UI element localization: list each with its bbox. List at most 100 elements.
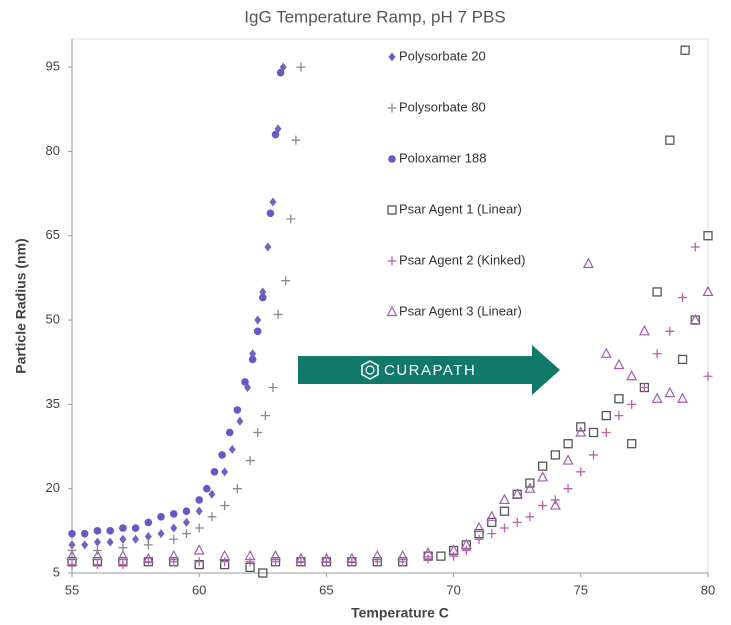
point: [194, 557, 204, 567]
point: [253, 327, 262, 336]
x-tick-label: 80: [701, 582, 715, 597]
legend-marker: [388, 52, 396, 62]
legend-marker: [386, 305, 398, 317]
point: [221, 467, 229, 477]
point: [563, 439, 573, 449]
point: [320, 552, 332, 564]
x-tick-label: 55: [65, 582, 79, 597]
point: [92, 560, 102, 570]
point: [203, 484, 211, 493]
point: [638, 325, 650, 336]
point: [118, 560, 128, 570]
point: [170, 523, 178, 533]
point: [474, 534, 484, 544]
point: [678, 293, 688, 303]
point: [601, 410, 611, 421]
legend-label: Psar Agent 3 (Linear): [399, 303, 522, 318]
point: [67, 560, 77, 570]
plot-frame: [71, 38, 709, 574]
point: [538, 501, 548, 511]
point: [537, 461, 548, 471]
point: [168, 549, 180, 561]
point: [131, 524, 140, 532]
point: [601, 427, 611, 437]
point: [233, 406, 242, 414]
point: [397, 549, 409, 561]
point: [194, 523, 204, 533]
legend-marker: [388, 155, 396, 163]
point: [91, 549, 103, 561]
point: [132, 534, 140, 544]
legend-label: Polysorbate 80: [399, 99, 486, 114]
point: [511, 488, 523, 499]
point: [219, 549, 231, 561]
point: [260, 411, 270, 421]
point: [689, 313, 701, 325]
point: [487, 517, 497, 528]
y-tick-label: 5: [53, 564, 60, 579]
point: [264, 242, 272, 252]
point: [208, 489, 216, 499]
point: [169, 510, 178, 518]
chart-title: IgG Temperature Ramp, pH 7 PBS: [244, 7, 505, 26]
point: [423, 554, 433, 564]
point: [346, 552, 358, 564]
annotation-arrow: CURAPATH: [298, 345, 560, 395]
point: [258, 568, 268, 578]
point: [117, 549, 129, 561]
point: [232, 484, 242, 494]
point: [498, 493, 510, 505]
annotation-text: CURAPATH: [384, 362, 476, 379]
point: [600, 347, 612, 358]
legend-marker: [387, 103, 397, 113]
point: [321, 557, 331, 567]
point: [195, 496, 203, 504]
legend-marker: [387, 205, 397, 215]
x-tick-label: 70: [446, 582, 460, 597]
point: [486, 510, 498, 521]
point: [66, 549, 78, 561]
point: [142, 552, 154, 564]
point: [266, 209, 275, 218]
point: [677, 392, 689, 403]
point: [269, 197, 277, 207]
point: [271, 557, 281, 567]
point: [664, 386, 676, 398]
point: [228, 444, 236, 454]
point: [93, 527, 102, 535]
point: [690, 242, 700, 252]
point: [225, 428, 234, 437]
point: [259, 293, 267, 302]
point: [245, 557, 255, 567]
point: [703, 371, 713, 381]
y-tick-label: 35: [46, 396, 60, 411]
x-tick-label: 65: [319, 582, 333, 597]
point: [473, 521, 485, 533]
point: [254, 315, 262, 325]
point: [93, 537, 101, 547]
point: [68, 540, 76, 550]
point: [627, 399, 637, 409]
point: [119, 534, 127, 544]
point: [143, 557, 153, 567]
point: [169, 557, 179, 567]
point: [524, 482, 536, 493]
point: [195, 506, 203, 516]
point: [448, 544, 460, 555]
point: [537, 471, 549, 482]
point: [276, 68, 285, 77]
y-tick-label: 95: [46, 59, 60, 74]
point: [702, 285, 714, 297]
point: [169, 534, 179, 544]
point: [268, 383, 278, 393]
point: [614, 411, 624, 421]
point: [499, 523, 509, 533]
point: [281, 276, 291, 286]
point: [422, 547, 434, 558]
y-tick-label: 50: [46, 311, 60, 326]
point: [244, 549, 256, 561]
point: [639, 383, 649, 393]
point: [525, 512, 535, 522]
point: [245, 456, 255, 466]
point: [665, 135, 675, 145]
